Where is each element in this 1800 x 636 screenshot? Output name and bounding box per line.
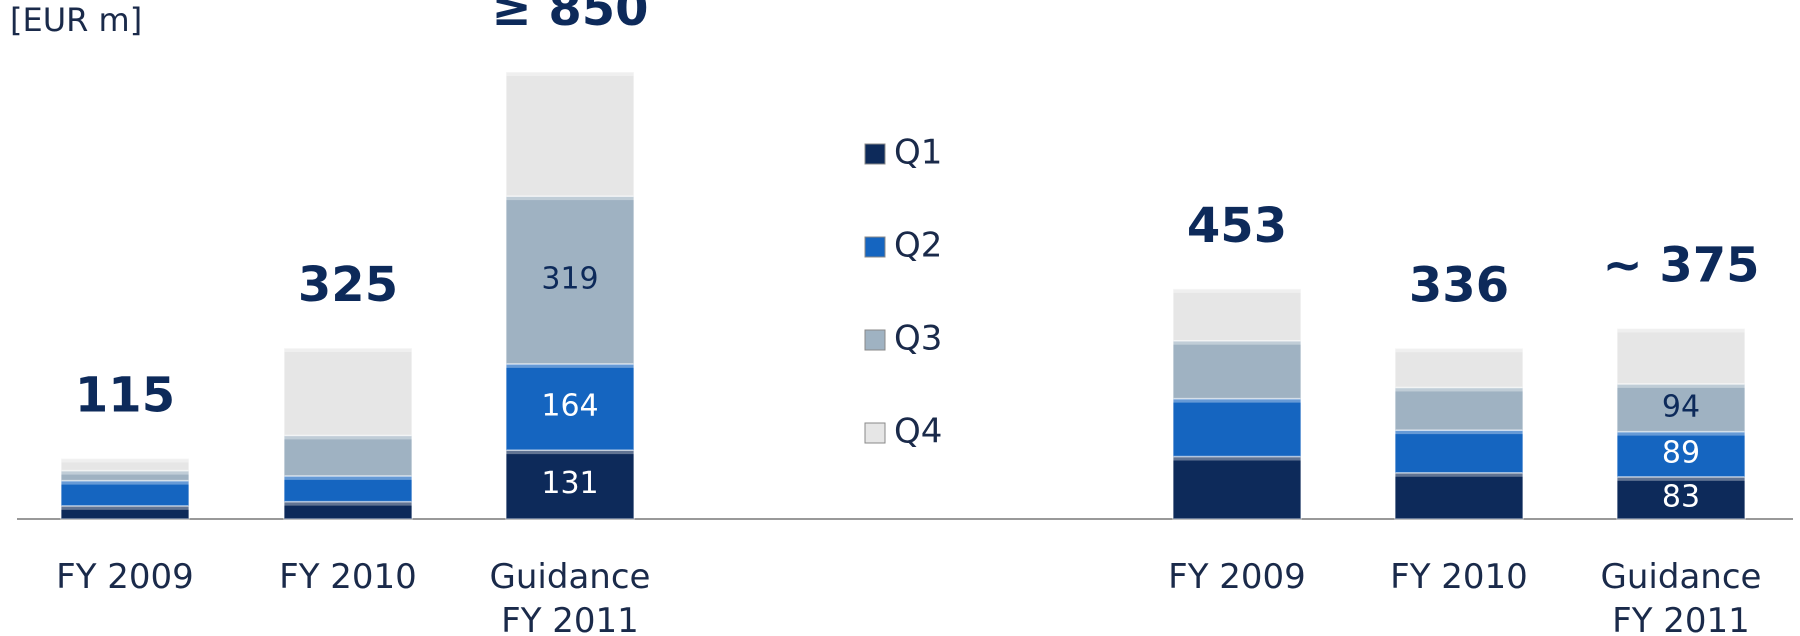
- legend-swatch: [864, 329, 886, 351]
- segment-highlight: [1395, 348, 1523, 353]
- segment-highlight: [61, 470, 189, 475]
- segment-highlight: [1173, 456, 1301, 461]
- total-label: 325: [298, 257, 398, 313]
- legend-label: Q4: [894, 412, 942, 452]
- category-label: FY 2010: [279, 557, 417, 597]
- legend-swatch: [864, 422, 886, 444]
- segment-highlight: [284, 435, 412, 440]
- bar-segment: [1616, 476, 1746, 520]
- bar-segment: [60, 479, 190, 507]
- bar-segment: [283, 475, 413, 503]
- category-label: FY 2009: [1168, 557, 1306, 597]
- bar-segment: [1394, 429, 1524, 474]
- value-label: 319: [541, 261, 598, 296]
- bar-segment: [60, 457, 190, 472]
- legend-label: Q3: [894, 319, 942, 359]
- unit-label: [EUR m]: [10, 1, 142, 39]
- total-label: ~ 375: [1602, 238, 1759, 294]
- bar-segment: [1616, 383, 1746, 433]
- bar-segment: [505, 71, 635, 197]
- segment-highlight: [284, 348, 412, 353]
- bar-segment: [1172, 455, 1302, 520]
- segment-highlight: [506, 196, 634, 201]
- segment-highlight: [1617, 476, 1745, 481]
- total-label: 453: [1187, 198, 1287, 254]
- value-label: 89: [1662, 436, 1700, 471]
- bar-segment: [505, 195, 635, 365]
- bar-segment: [1394, 386, 1524, 431]
- segment-highlight: [506, 363, 634, 368]
- segment-highlight: [284, 475, 412, 480]
- segment-highlight: [1173, 398, 1301, 403]
- segment-highlight: [1617, 383, 1745, 388]
- segment-highlight: [1617, 431, 1745, 436]
- segment-highlight: [61, 505, 189, 510]
- bar-segment: [283, 434, 413, 477]
- bar-segment: [1172, 397, 1302, 458]
- legend-label: Q2: [894, 226, 942, 266]
- segment-highlight: [1173, 340, 1301, 345]
- legend-swatch: [864, 236, 886, 258]
- segment-highlight: [1395, 430, 1523, 435]
- segment-highlight: [1173, 288, 1301, 293]
- bar-segment: [1394, 347, 1524, 389]
- bar-segment: [1394, 472, 1524, 520]
- value-label: 83: [1662, 479, 1700, 514]
- bar-segment: [1172, 288, 1302, 342]
- value-label: 164: [541, 388, 598, 423]
- category-label: FY 2009: [56, 557, 194, 597]
- value-label: 131: [541, 466, 598, 501]
- bar-segment: [1616, 327, 1746, 385]
- segment-highlight: [506, 72, 634, 76]
- segment-highlight: [61, 458, 189, 463]
- segment-highlight: [1617, 328, 1745, 333]
- segment-highlight: [1395, 472, 1523, 477]
- category-label: Guidance FY 2011: [489, 557, 651, 636]
- legend-label: Q1: [894, 133, 942, 173]
- total-label: 115: [75, 368, 175, 424]
- bar-segment: [283, 347, 413, 437]
- category-label: Guidance FY 2011: [1600, 557, 1762, 636]
- segment-highlight: [284, 501, 412, 506]
- total-label: ≥ 850: [491, 0, 648, 37]
- legend-swatch: [864, 143, 886, 165]
- segment-highlight: [61, 480, 189, 485]
- total-label: 336: [1409, 257, 1509, 313]
- bar-segment: [1172, 339, 1302, 400]
- category-label: FY 2010: [1390, 557, 1528, 597]
- bar-segment: [505, 363, 635, 451]
- value-label: 94: [1662, 389, 1700, 424]
- segment-highlight: [506, 450, 634, 455]
- segment-highlight: [1395, 387, 1523, 392]
